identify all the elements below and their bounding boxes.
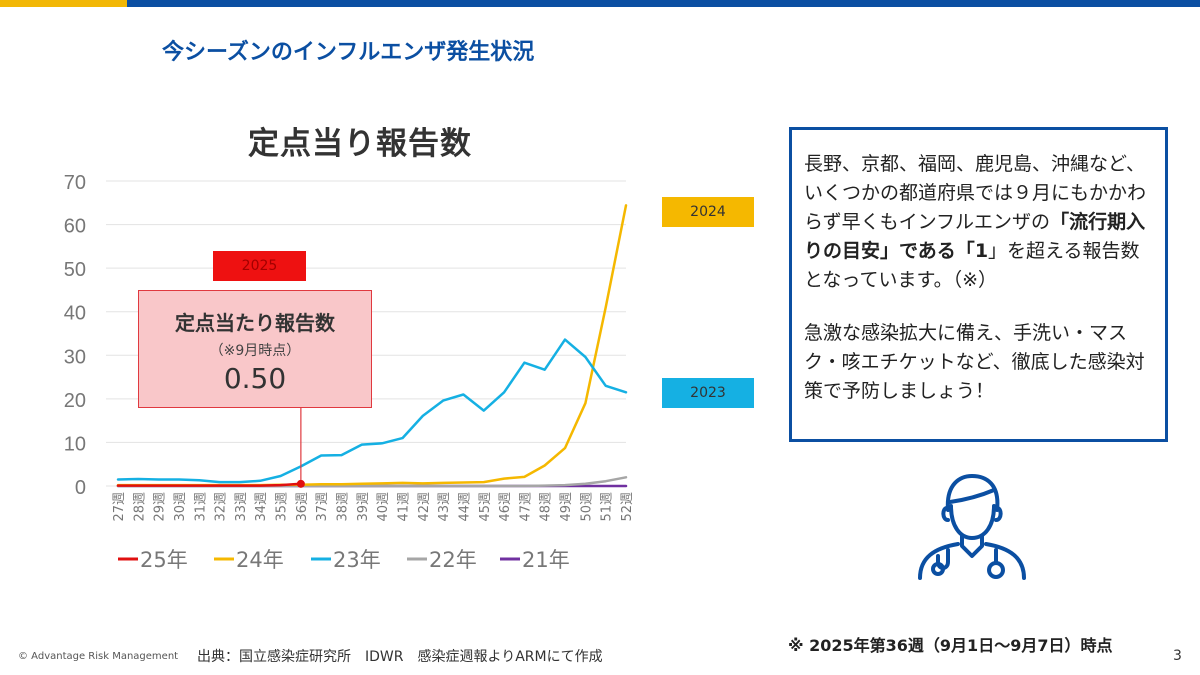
chart-title: 定点当り報告数 (248, 126, 472, 162)
note-paragraph-2: 急激な感染拡大に備え、手洗い・マスク・咳エチケットなど、徹底した感染対策で予防し… (804, 322, 1145, 402)
x-tick-label: 37週 (315, 492, 330, 522)
y-tick-label: 70 (64, 172, 86, 194)
label-2025: 2025 (213, 251, 306, 281)
label-2023: 2023 (662, 378, 754, 408)
x-tick-label: 35週 (275, 492, 290, 522)
x-tick-label: 36週 (295, 492, 310, 522)
x-tick-label: 38週 (336, 492, 351, 522)
callout-value: 0.50 (223, 362, 287, 395)
x-tick-label: 42週 (417, 492, 432, 522)
top-accent-bar (0, 0, 127, 7)
callout-subtitle: （※9月時点） (209, 343, 301, 359)
x-tick-label: 48週 (539, 492, 554, 522)
series-line-25年 (116, 482, 303, 487)
legend-label: 21年 (522, 548, 570, 572)
legend-label: 25年 (140, 548, 188, 572)
y-tick-label: 0 (75, 477, 86, 499)
page-number: 3 (1173, 648, 1182, 664)
series-line-23年 (116, 338, 628, 484)
note-paragraph-1: 長野、京都、福岡、鹿児島、沖縄など、いくつかの都道府県では９月にもかかわらず早く… (804, 153, 1147, 291)
x-tick-label: 49週 (559, 492, 574, 522)
x-tick-label: 46週 (498, 492, 513, 522)
x-tick-label: 29週 (153, 492, 168, 522)
x-tick-label: 45週 (478, 492, 493, 522)
speech-note-box: 長野、京都、福岡、鹿児島、沖縄など、いくつかの都道府県では９月にもかかわらず早く… (789, 127, 1168, 442)
x-tick-label: 51週 (600, 492, 615, 522)
x-tick-label: 44週 (457, 492, 472, 522)
legend-label: 23年 (333, 548, 381, 572)
x-tick-label: 39週 (356, 492, 371, 522)
source-credit: 出典：国立感染症研究所 IDWR 感染症週報よりARMにて作成 (197, 649, 603, 665)
doctor-icon (918, 474, 1026, 580)
legend-label: 22年 (429, 548, 477, 572)
x-tick-label: 32週 (214, 492, 229, 522)
annotation-point (296, 479, 305, 488)
x-tick-label: 50週 (579, 492, 594, 522)
x-tick-label: 33週 (234, 492, 249, 522)
label-2024: 2024 (662, 197, 754, 227)
callout-box: 定点当たり報告数 （※9月時点） 0.50 (138, 290, 372, 408)
y-tick-label: 40 (64, 303, 86, 325)
slide-title: 今シーズンのインフルエンザ発生状況 (162, 40, 535, 65)
x-tick-label: 28週 (132, 492, 147, 522)
footer-note: ※ 2025年第36週（9月1日〜9月7日）時点 (788, 636, 1113, 655)
y-tick-label: 10 (64, 433, 86, 455)
y-tick-label: 60 (64, 216, 86, 238)
x-tick-label: 41週 (396, 492, 411, 522)
x-tick-label: 47週 (518, 492, 533, 522)
x-tick-label: 30週 (173, 492, 188, 522)
legend-label: 24年 (236, 548, 284, 572)
y-tick-label: 30 (64, 346, 86, 368)
x-tick-label: 27週 (112, 492, 127, 522)
callout-title: 定点当たり報告数 (175, 311, 335, 335)
x-tick-label: 52週 (620, 492, 635, 522)
copyright: © Advantage Risk Management (18, 651, 179, 662)
x-tick-label: 40週 (376, 492, 391, 522)
x-tick-label: 31週 (193, 492, 208, 522)
y-tick-label: 50 (64, 259, 86, 281)
top-brand-bar (127, 0, 1200, 7)
x-tick-label: 43週 (437, 492, 452, 522)
y-tick-label: 20 (64, 390, 86, 412)
x-tick-label: 34週 (254, 492, 269, 522)
